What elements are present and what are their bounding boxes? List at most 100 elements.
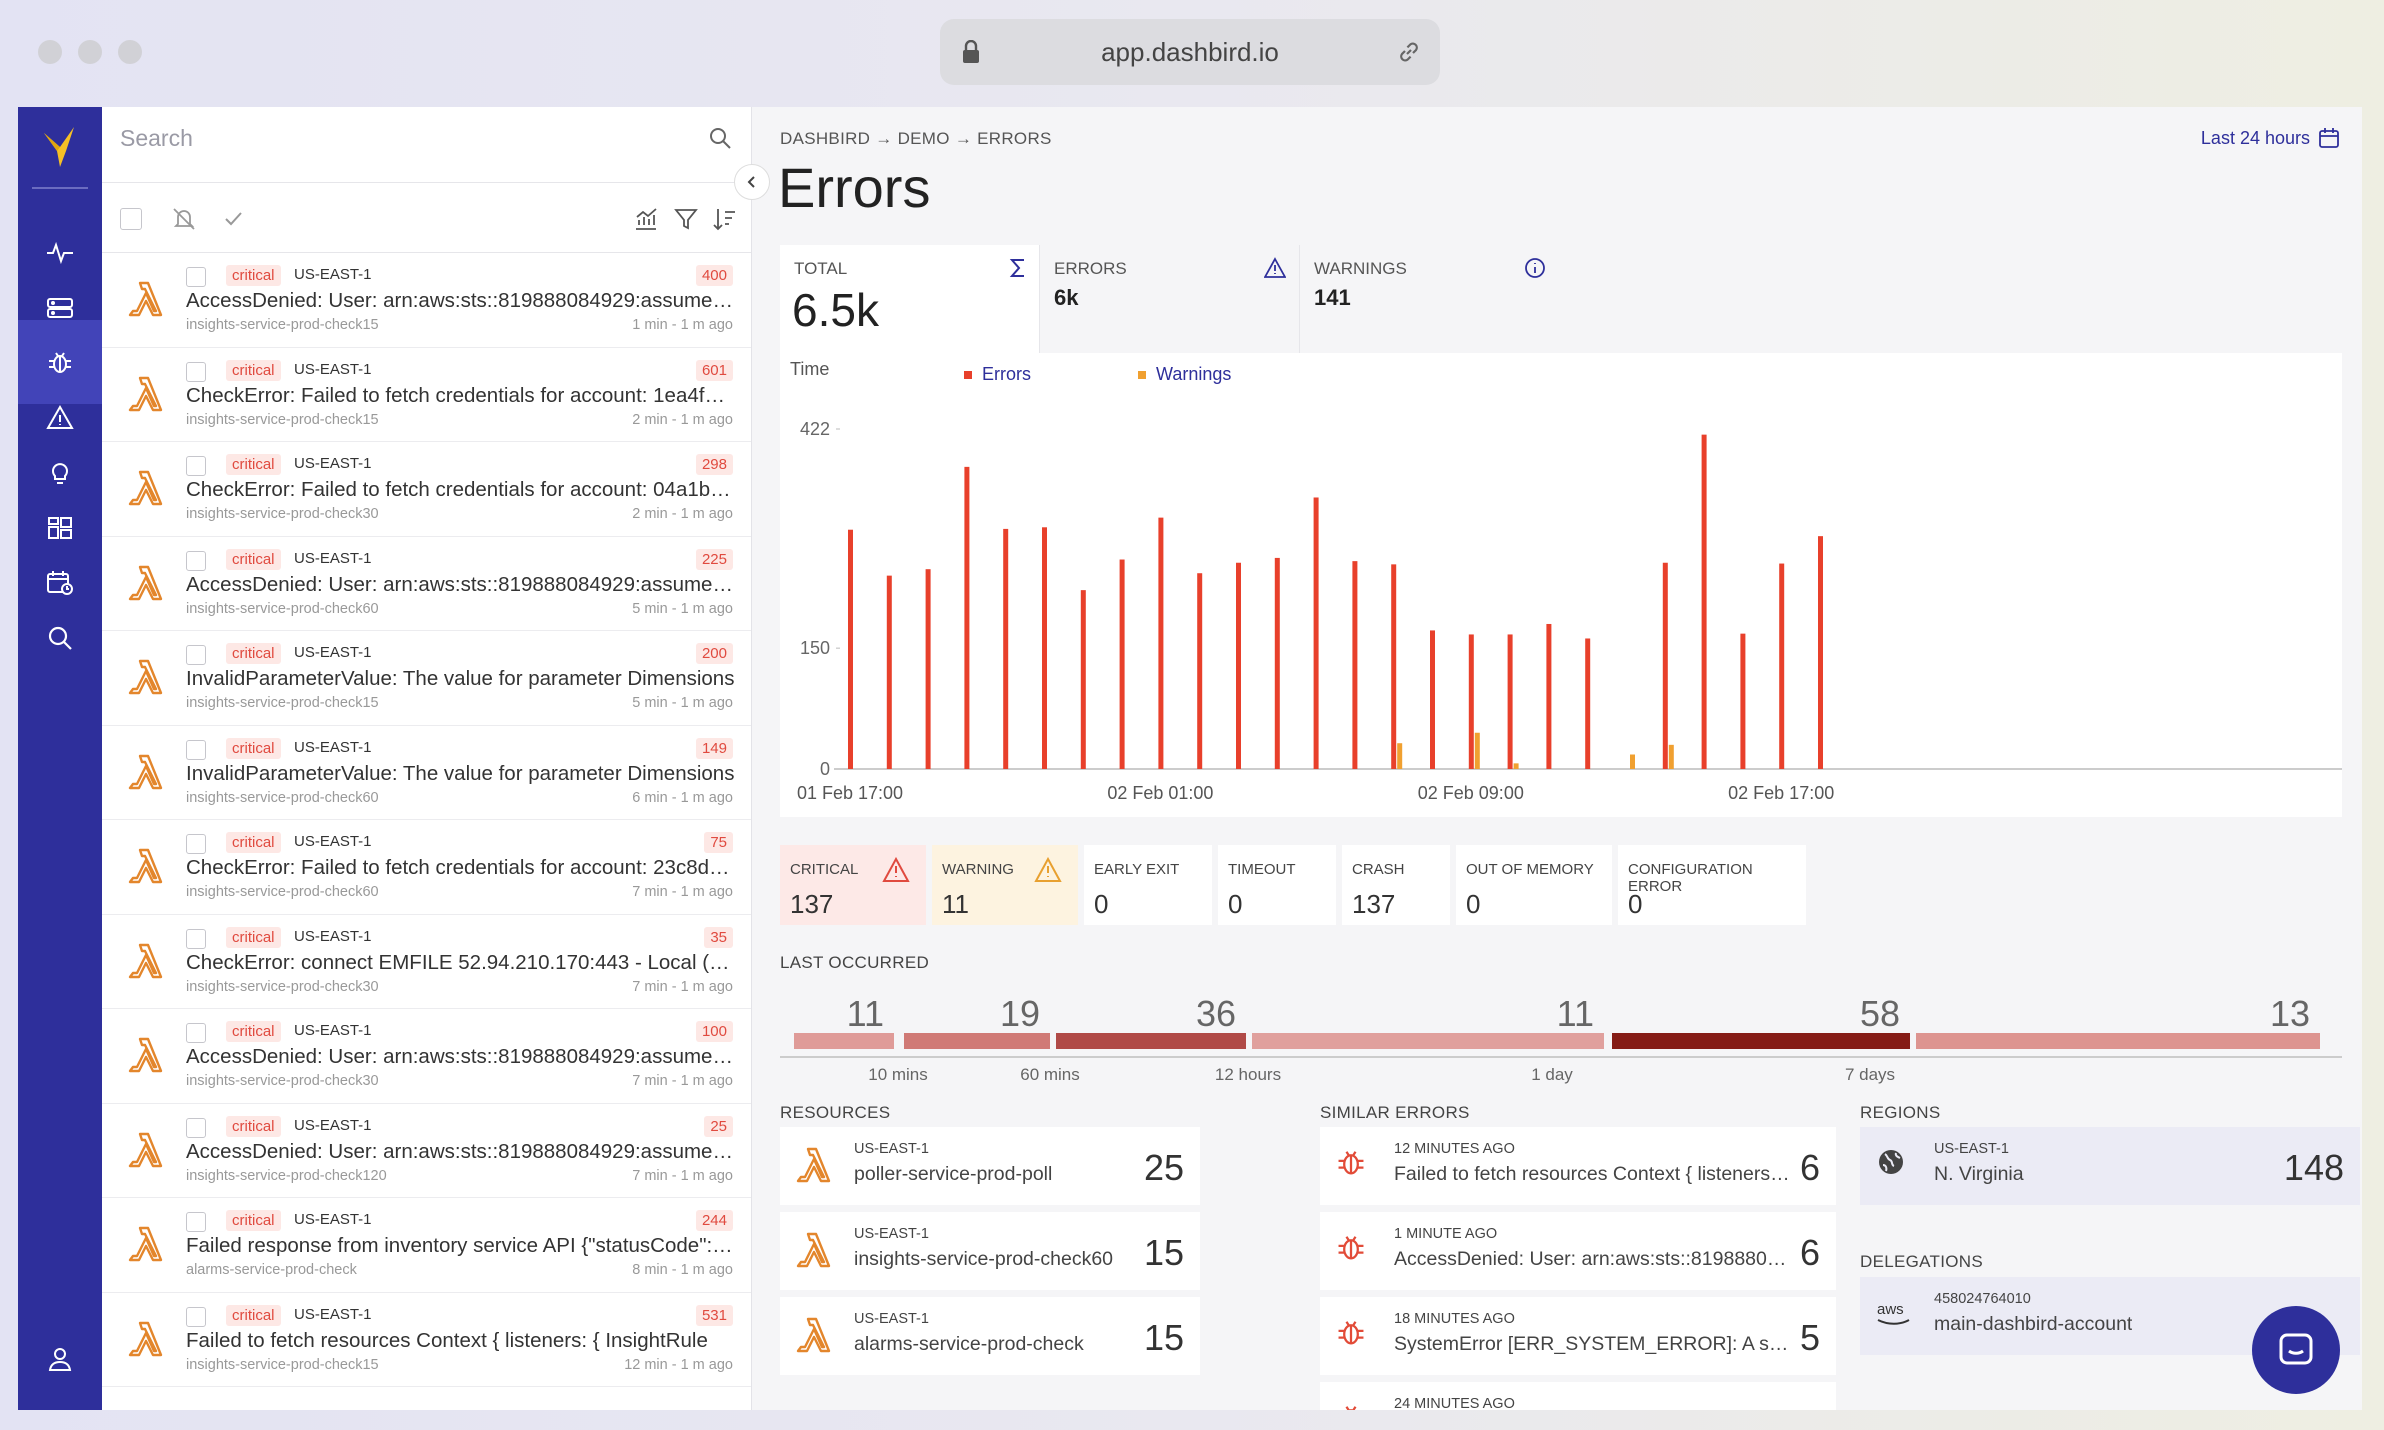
select-all-checkbox[interactable] bbox=[120, 208, 142, 230]
error-list-item[interactable]: critical US-EAST-1 75 CheckError: Failed to… bbox=[102, 820, 751, 915]
filter-icon[interactable] bbox=[672, 205, 700, 233]
similar-error-card[interactable]: 18 MINUTES AGO SystemError [ERR_SYSTEM_ER… bbox=[1320, 1297, 1836, 1375]
severity-card-out-of-memory[interactable]: OUT OF MEMORY 0 bbox=[1456, 845, 1612, 925]
error-message[interactable]: AccessDenied: User: arn:aws:sts::8198880… bbox=[186, 1139, 736, 1163]
row-checkbox[interactable] bbox=[186, 1306, 206, 1327]
nav-item-search[interactable] bbox=[18, 596, 102, 680]
error-list-item[interactable]: critical US-EAST-1 531 Failed to fetch reso… bbox=[102, 1293, 751, 1387]
error-message[interactable]: AccessDenied: User: arn:aws:sts::8198880… bbox=[186, 1045, 736, 1068]
similar-error-card[interactable]: 24 MINUTES AGO bbox=[1320, 1382, 1836, 1410]
error-list-item[interactable]: critical US-EAST-1 601 CheckError: Failed t… bbox=[102, 348, 751, 442]
severity-card-crash[interactable]: CRASH 137 bbox=[1342, 845, 1450, 925]
severity-card-critical[interactable]: CRITICAL 137 bbox=[780, 845, 926, 925]
resource-name[interactable]: alarms-service-prod-check bbox=[854, 1333, 1084, 1355]
row-checkbox[interactable] bbox=[186, 834, 206, 854]
row-checkbox[interactable] bbox=[186, 928, 206, 949]
search-input[interactable]: Search bbox=[120, 125, 193, 151]
last-occurred-bucket[interactable] bbox=[904, 1033, 1050, 1049]
row-checkbox[interactable] bbox=[186, 1117, 206, 1138]
resource-name[interactable]: poller-service-prod-poll bbox=[854, 1163, 1053, 1185]
nav-item-alarms[interactable] bbox=[18, 376, 102, 460]
close-window-button[interactable] bbox=[38, 40, 62, 64]
error-message[interactable]: InvalidParameterValue: The value for par… bbox=[186, 667, 735, 690]
error-list-item[interactable]: critical US-EAST-1 225 AccessDenied: User: … bbox=[102, 537, 751, 631]
error-list-item[interactable]: critical US-EAST-1 400 AccessDenied: User: … bbox=[102, 253, 751, 348]
url-text[interactable]: app.dashbird.io bbox=[1101, 36, 1279, 67]
chat-launcher-button[interactable] bbox=[2252, 1306, 2340, 1394]
sort-icon[interactable] bbox=[710, 205, 738, 233]
chart-toggle-icon[interactable] bbox=[632, 205, 660, 233]
severity-card-timeout[interactable]: TIMEOUT 0 bbox=[1218, 845, 1336, 925]
stat-total[interactable]: TOTAL 6.5k bbox=[780, 245, 1040, 353]
similar-error-message[interactable]: AccessDenied: User: arn:aws:sts::8198880… bbox=[1394, 1248, 1794, 1270]
row-checkbox[interactable] bbox=[186, 456, 206, 476]
error-message[interactable]: AccessDenied: User: arn:aws:sts::8198880… bbox=[186, 572, 736, 596]
nav-item-errors[interactable] bbox=[18, 320, 102, 404]
collapse-panel-button[interactable] bbox=[734, 164, 770, 200]
severity-card-configuration-error[interactable]: CONFIGURATION ERROR 0 bbox=[1618, 845, 1806, 925]
resource-card[interactable]: US-EAST-1 alarms-service-prod-check 15 bbox=[780, 1297, 1200, 1375]
last-occurred-bucket[interactable] bbox=[1612, 1033, 1910, 1049]
breadcrumb[interactable]: DASHBIRD → DEMO → ERRORS bbox=[780, 129, 1052, 148]
row-checkbox[interactable] bbox=[186, 1212, 206, 1232]
error-message[interactable]: CheckError: Failed to fetch credentials … bbox=[186, 478, 736, 501]
minimize-window-button[interactable] bbox=[78, 40, 102, 64]
time-range-picker[interactable]: Last 24 hours bbox=[2201, 127, 2340, 149]
error-message[interactable]: CheckError: connect EMFILE 52.94.210.170… bbox=[186, 950, 736, 974]
error-message[interactable]: CheckError: Failed to fetch credentials … bbox=[186, 856, 736, 879]
nav-item-scheduled[interactable] bbox=[18, 541, 102, 625]
link-icon[interactable] bbox=[1396, 39, 1422, 65]
last-occurred-bucket[interactable] bbox=[1252, 1033, 1604, 1049]
region-card[interactable]: US-EAST-1 N. Virginia 148 bbox=[1860, 1127, 2360, 1205]
row-checkbox[interactable] bbox=[186, 1023, 206, 1043]
severity-badge: critical bbox=[226, 454, 281, 475]
similar-error-card[interactable]: 1 MINUTE AGO AccessDenied: User: arn:aws:… bbox=[1320, 1212, 1836, 1290]
resource-card[interactable]: US-EAST-1 insights-service-prod-check60 15 bbox=[780, 1212, 1200, 1290]
error-list-item[interactable]: critical US-EAST-1 200 InvalidParameterValu… bbox=[102, 631, 751, 726]
account-name[interactable]: main-dashbird-account bbox=[1934, 1313, 2133, 1335]
nav-item-insights[interactable] bbox=[18, 431, 102, 515]
severity-card-warning[interactable]: WARNING 11 bbox=[932, 845, 1078, 925]
last-occurred-bucket[interactable] bbox=[1056, 1033, 1246, 1049]
row-checkbox[interactable] bbox=[186, 361, 206, 382]
nav-item-dashboards[interactable] bbox=[18, 486, 102, 570]
error-list-item[interactable]: critical US-EAST-1 244 Failed response from… bbox=[102, 1198, 751, 1293]
error-message[interactable]: AccessDenied: User: arn:aws:sts::8198880… bbox=[186, 289, 736, 312]
error-list-item[interactable]: critical US-EAST-1 100 AccessDenied: User: … bbox=[102, 1009, 751, 1104]
last-occurred-bucket[interactable] bbox=[1916, 1033, 2320, 1049]
severity-card-early-exit[interactable]: EARLY EXIT 0 bbox=[1084, 845, 1212, 925]
mute-bell-icon[interactable] bbox=[170, 205, 198, 233]
row-checkbox[interactable] bbox=[186, 739, 206, 760]
similar-error-card[interactable]: 12 MINUTES AGO Failed to fetch resources … bbox=[1320, 1127, 1836, 1205]
resource-name[interactable]: insights-service-prod-check60 bbox=[854, 1248, 1114, 1270]
last-occurred-bucket[interactable] bbox=[794, 1033, 894, 1049]
resource-region: US-EAST-1 bbox=[854, 1311, 929, 1327]
similar-error-message[interactable]: Failed to fetch resources Context { list… bbox=[1394, 1163, 1794, 1185]
error-message[interactable]: CheckError: Failed to fetch credentials … bbox=[186, 383, 736, 407]
resource-card[interactable]: US-EAST-1 poller-service-prod-poll 25 bbox=[780, 1127, 1200, 1205]
region-name[interactable]: N. Virginia bbox=[1934, 1163, 2024, 1185]
error-list-item[interactable]: critical US-EAST-1 35 CheckError: connect E… bbox=[102, 915, 751, 1009]
error-list-item[interactable]: critical US-EAST-1 149 InvalidParameterValu… bbox=[102, 726, 751, 820]
similar-error-message[interactable]: SystemError [ERR_SYSTEM_ERROR]: A system… bbox=[1394, 1333, 1794, 1355]
resolve-check-icon[interactable] bbox=[220, 205, 248, 233]
nav-item-monitoring[interactable] bbox=[18, 210, 102, 294]
address-bar[interactable]: app.dashbird.io bbox=[940, 19, 1440, 85]
maximize-window-button[interactable] bbox=[118, 40, 142, 64]
row-checkbox[interactable] bbox=[186, 267, 206, 287]
nav-item-profile[interactable] bbox=[18, 1317, 102, 1401]
error-list-item[interactable]: critical US-EAST-1 25 AccessDenied: User: a… bbox=[102, 1104, 751, 1198]
row-checkbox[interactable] bbox=[186, 645, 206, 665]
search-icon[interactable] bbox=[707, 125, 733, 151]
time-range-label[interactable]: Last 24 hours bbox=[2200, 127, 2310, 148]
stat-errors[interactable]: ERRORS 6k bbox=[1040, 245, 1300, 353]
dashbird-logo-icon[interactable] bbox=[40, 117, 80, 177]
error-message[interactable]: Failed to fetch resources Context { list… bbox=[186, 1328, 708, 1352]
row-checkbox[interactable] bbox=[186, 550, 206, 571]
error-message[interactable]: InvalidParameterValue: The value for par… bbox=[186, 761, 735, 785]
error-message[interactable]: Failed response from inventory service A… bbox=[186, 1234, 736, 1257]
error-list-item[interactable]: critical US-EAST-1 298 CheckError: Failed t… bbox=[102, 442, 751, 537]
stat-warnings[interactable]: WARNINGS 141 bbox=[1300, 245, 1560, 353]
nav-item-inventory[interactable] bbox=[18, 266, 102, 350]
search-box[interactable]: Search bbox=[102, 107, 751, 183]
